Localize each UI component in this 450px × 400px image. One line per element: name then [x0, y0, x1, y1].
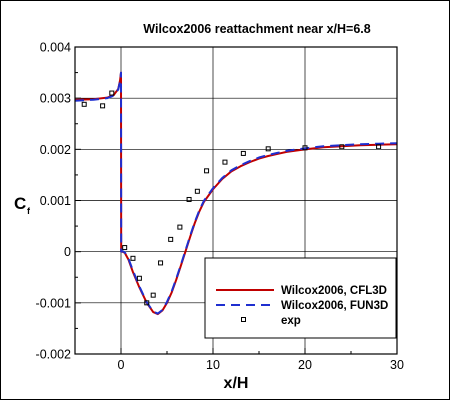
legend-label-cfl3d: Wilcox2006, CFL3D — [281, 285, 387, 297]
plot-area-border — [74, 46, 398, 355]
exp-data-point — [240, 150, 246, 156]
exp-data-point — [144, 300, 150, 306]
y-tick-label: 0.004 — [40, 41, 71, 55]
legend: Wilcox2006, CFL3D Wilcox2006, FUN3D exp — [204, 257, 397, 339]
y-axis-label: C f — [14, 194, 31, 216]
x-tick-label: 0 — [118, 358, 125, 372]
legend-label-exp: exp — [281, 315, 301, 327]
tick-labels: 0 10 20 30 -0.002 -0.001 0 0.001 0.002 0.003 0.004 — [36, 41, 404, 373]
exp-data-point — [136, 275, 142, 281]
y-tick-label: -0.001 — [36, 296, 71, 310]
legend-box — [204, 257, 397, 339]
chart-title: Wilcox2006 reattachment near x/H=6.8 — [143, 22, 370, 36]
exp-data-point — [100, 103, 106, 109]
y-axis-label-main: C — [14, 194, 26, 213]
y-tick-label: 0.001 — [40, 194, 71, 208]
series-exp-markers — [81, 90, 382, 306]
x-axis-label: x/H — [224, 375, 249, 392]
exp-data-point — [177, 224, 183, 230]
exp-data-point — [194, 188, 200, 194]
exp-data-point — [122, 245, 128, 251]
exp-data-point — [204, 168, 210, 174]
x-tick-label: 10 — [206, 358, 220, 372]
legend-swatch-exp — [241, 317, 246, 322]
legend-label-fun3d: Wilcox2006, FUN3D — [281, 300, 388, 312]
exp-data-point — [150, 292, 156, 298]
y-tick-label: 0.003 — [40, 92, 71, 106]
y-tick-label: 0 — [64, 245, 71, 259]
exp-data-point — [265, 146, 271, 152]
y-tick-label: -0.002 — [36, 348, 71, 362]
x-tick-label: 20 — [298, 358, 312, 372]
exp-data-point — [109, 90, 115, 96]
exp-data-point — [222, 159, 228, 165]
exp-data-point — [186, 196, 192, 202]
series-line-fun3d — [75, 71, 397, 315]
y-axis-label-subscript: f — [27, 206, 31, 216]
y-tick-label: 0.002 — [40, 143, 71, 157]
exp-data-point — [158, 260, 164, 266]
exp-data-point — [339, 144, 345, 150]
exp-data-point — [130, 255, 136, 261]
exp-data-point — [302, 145, 308, 151]
exp-data-point — [168, 236, 174, 242]
series-layer — [75, 71, 397, 316]
x-tick-label: 30 — [390, 358, 404, 372]
exp-data-point — [81, 101, 87, 107]
exp-data-point — [376, 144, 382, 150]
